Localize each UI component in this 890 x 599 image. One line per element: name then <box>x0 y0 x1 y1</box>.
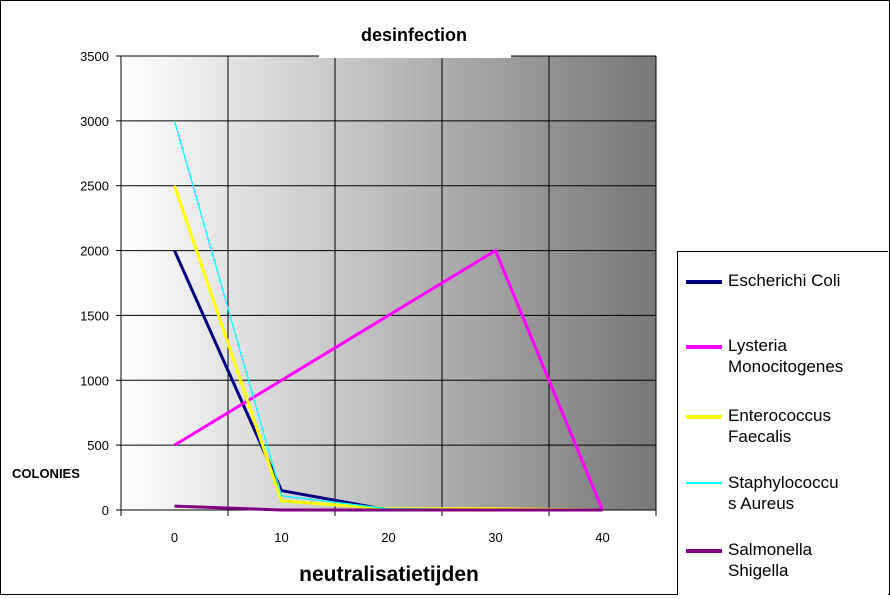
chart-title: desinfection <box>361 25 467 45</box>
y-tick-label: 3000 <box>80 114 109 129</box>
legend-swatch <box>686 549 722 553</box>
y-tick-label: 2500 <box>80 179 109 194</box>
legend-label: Salmonella Shigella <box>728 540 813 580</box>
legend-item: Enterococcus Faecalis <box>686 405 831 447</box>
legend-label: Staphylococcu s Aureus <box>728 473 839 513</box>
legend-item: Lysteria Monocitogenes <box>686 335 843 377</box>
legend-label: Enterococcus Faecalis <box>728 406 831 446</box>
x-tick-label: 40 <box>595 530 609 545</box>
plot-background <box>121 56 656 510</box>
x-axis-label: neutralisatietijden <box>299 563 479 586</box>
legend-item: Staphylococcu s Aureus <box>686 472 839 514</box>
series-line-5 <box>174 504 603 512</box>
legend-item: Salmonella Shigella <box>686 539 812 581</box>
y-axis-label: COLONIES <box>12 466 80 481</box>
series-line-2 <box>173 248 604 511</box>
legend-swatch <box>686 345 722 349</box>
y-tick-label: 2000 <box>80 244 109 259</box>
y-tick-label: 1500 <box>80 308 109 323</box>
legend-item: Escherichi Coli <box>686 270 840 291</box>
legend: Escherichi Coli Lysteria Monocitogenes Ent… <box>677 251 888 595</box>
title-background <box>319 18 511 58</box>
legend-label: Lysteria Monocitogenes <box>728 336 844 376</box>
legend-swatch <box>686 415 722 419</box>
y-tick-label: 0 <box>102 503 109 518</box>
y-tick-label: 3500 <box>80 49 109 64</box>
x-tick-label: 20 <box>381 530 395 545</box>
x-tick-label: 10 <box>274 530 288 545</box>
y-tick-label: 500 <box>87 438 109 453</box>
legend-swatch <box>686 482 722 484</box>
x-tick-label: 30 <box>488 530 502 545</box>
legend-label: Escherichi Coli <box>728 271 841 290</box>
legend-swatch <box>686 280 722 284</box>
y-tick-label: 1000 <box>80 373 109 388</box>
x-tick-label: 0 <box>171 530 178 545</box>
